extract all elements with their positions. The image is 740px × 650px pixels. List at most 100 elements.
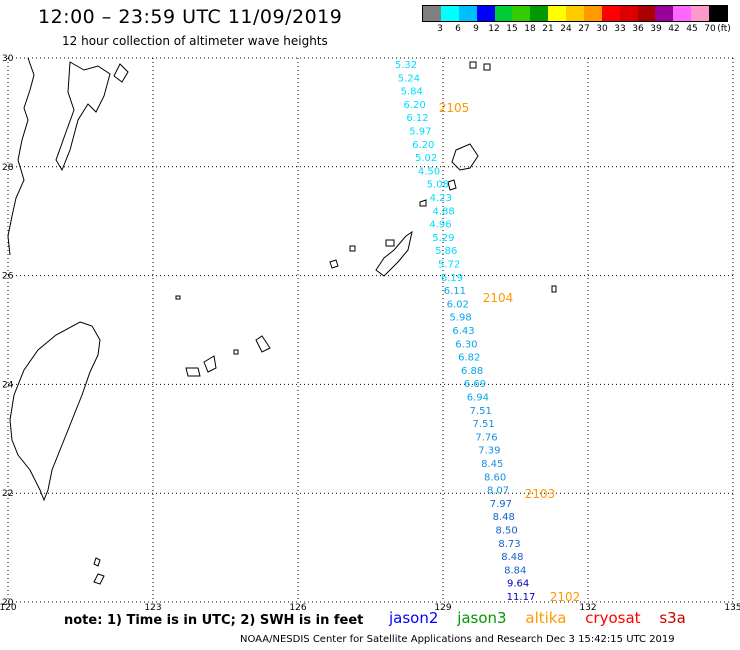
swh-value-label: 4.23 xyxy=(430,193,452,204)
longitude-label: 120 xyxy=(0,603,17,613)
color-scale-legend: 3 6 9 12 15 18 21 24 27 30 33 36 39 42 45 70 (ft) xyxy=(422,5,731,36)
scale-label: 42 xyxy=(668,24,680,34)
swh-value-label: 5.08 xyxy=(427,180,449,191)
scale-swatch xyxy=(709,6,727,21)
swh-value-label: 6.20 xyxy=(412,140,434,151)
scale-label: 27 xyxy=(578,24,590,34)
swh-value-label: 4.88 xyxy=(432,206,454,217)
altimeter-track: 5.32 5.24 5.84 6.20 6.12 5.97 6.20 5.02 4.50 5.08… xyxy=(395,60,535,603)
amami-island xyxy=(451,143,479,171)
scale-swatch xyxy=(494,6,513,21)
scale-swatch xyxy=(458,6,477,21)
swh-value-label: 8.48 xyxy=(501,552,523,563)
mission-jason3: jason3 xyxy=(457,609,507,627)
footer-credit: NOAA/NESDIS Center for Satellite Applica… xyxy=(240,634,675,645)
longitude-label: 135 xyxy=(724,603,740,613)
scale-label: 9 xyxy=(473,24,479,34)
swh-value-label: 7.97 xyxy=(490,499,512,510)
mission-s3a: s3a xyxy=(659,609,686,627)
island xyxy=(469,61,477,69)
pass-time-label: 2103 xyxy=(525,487,556,501)
latitude-label: 20 xyxy=(2,598,14,608)
swh-value-label: 5.86 xyxy=(435,246,457,257)
swh-value-label: 6.88 xyxy=(461,366,483,377)
island xyxy=(93,573,105,585)
island xyxy=(255,335,271,353)
scale-swatch xyxy=(440,6,459,21)
swh-value-label: 6.69 xyxy=(464,379,486,390)
island xyxy=(349,245,356,252)
swh-value-label: 8.45 xyxy=(481,459,503,470)
swh-value-label: 8.50 xyxy=(495,526,517,537)
swh-value-label: 6.12 xyxy=(406,113,428,124)
scale-label: 15 xyxy=(506,24,518,34)
island xyxy=(175,295,181,300)
title: 12:00 – 23:59 UTC 11/09/2019 xyxy=(38,6,343,28)
scale-label: 70 xyxy=(704,24,716,34)
swh-value-label: 5.32 xyxy=(395,60,417,71)
latitude-label: 30 xyxy=(2,54,14,64)
taiwan-coastline xyxy=(9,321,101,502)
island xyxy=(113,63,129,83)
coastline xyxy=(7,57,557,585)
swh-value-label: 8.07 xyxy=(487,486,509,497)
scale-label: 36 xyxy=(632,24,644,34)
swh-value-label: 5.84 xyxy=(401,87,423,98)
scale-swatch xyxy=(655,6,674,21)
swh-value-label: 6.30 xyxy=(455,339,477,350)
island xyxy=(447,179,457,191)
swh-value-label: 7.76 xyxy=(475,432,497,443)
swh-value-label: 8.60 xyxy=(484,472,506,483)
island xyxy=(329,259,339,269)
swh-value-label: 8.48 xyxy=(493,512,515,523)
swh-value-label: 7.51 xyxy=(470,406,492,417)
scale-swatch xyxy=(476,6,495,21)
swh-value-label: 4.50 xyxy=(418,166,440,177)
longitude-label: 132 xyxy=(579,603,596,613)
pass-time-label: 2105 xyxy=(439,101,470,115)
island xyxy=(93,557,101,567)
scale-label: 30 xyxy=(596,24,608,34)
scale-swatch xyxy=(691,6,709,21)
mission-altika: altika xyxy=(525,609,567,627)
scale-swatch xyxy=(637,6,656,21)
scale-label: 6 xyxy=(455,24,461,34)
scale-unit: (ft) xyxy=(717,24,731,34)
okinawa-island xyxy=(375,230,413,277)
scale-swatch xyxy=(566,6,584,21)
longitude-label: 126 xyxy=(289,603,306,613)
scale-label: 12 xyxy=(488,24,500,34)
time-labels: 2105 2104 2103 2102 xyxy=(439,101,581,604)
scale-swatch xyxy=(423,6,441,21)
scale-swatch xyxy=(512,6,531,21)
island xyxy=(203,355,217,373)
scale-swatch xyxy=(601,6,620,21)
scale-label: 33 xyxy=(614,24,626,34)
axis-labels: 120 123 126 129 132 135 30 28 26 24 22 20 xyxy=(0,54,740,613)
scale-swatch xyxy=(548,6,566,21)
scale-label: 39 xyxy=(650,24,662,34)
swh-value-label: 6.43 xyxy=(452,326,474,337)
subtitle: 12 hour collection of altimeter wave hei… xyxy=(62,34,328,48)
scale-label: 3 xyxy=(437,24,443,34)
pass-time-label: 2104 xyxy=(483,291,514,305)
latitude-label: 22 xyxy=(2,489,13,499)
miyako-island xyxy=(185,367,201,377)
swh-value-label: 5.97 xyxy=(409,127,431,138)
swh-value-label: 8.73 xyxy=(498,539,520,550)
swh-value-label: 6.82 xyxy=(458,353,480,364)
swh-value-label: 5.29 xyxy=(432,233,454,244)
color-scale-labels: 3 6 9 12 15 18 21 24 27 30 33 36 39 42 45 70 (ft) xyxy=(422,22,731,36)
mission-legend: jason2 jason3 altika cryosat s3a xyxy=(389,609,700,627)
swh-value-label: 6.94 xyxy=(467,393,489,404)
latitude-label: 28 xyxy=(2,163,14,173)
mission-jason2: jason2 xyxy=(389,609,439,627)
swh-value-label: 6.02 xyxy=(447,299,469,310)
swh-value-label: 8.84 xyxy=(504,565,526,576)
island xyxy=(385,239,395,247)
island xyxy=(551,285,557,293)
swh-value-label: 6.11 xyxy=(444,286,466,297)
swh-value-label: 5.02 xyxy=(415,153,437,164)
swh-value-label: 6.19 xyxy=(441,273,463,284)
